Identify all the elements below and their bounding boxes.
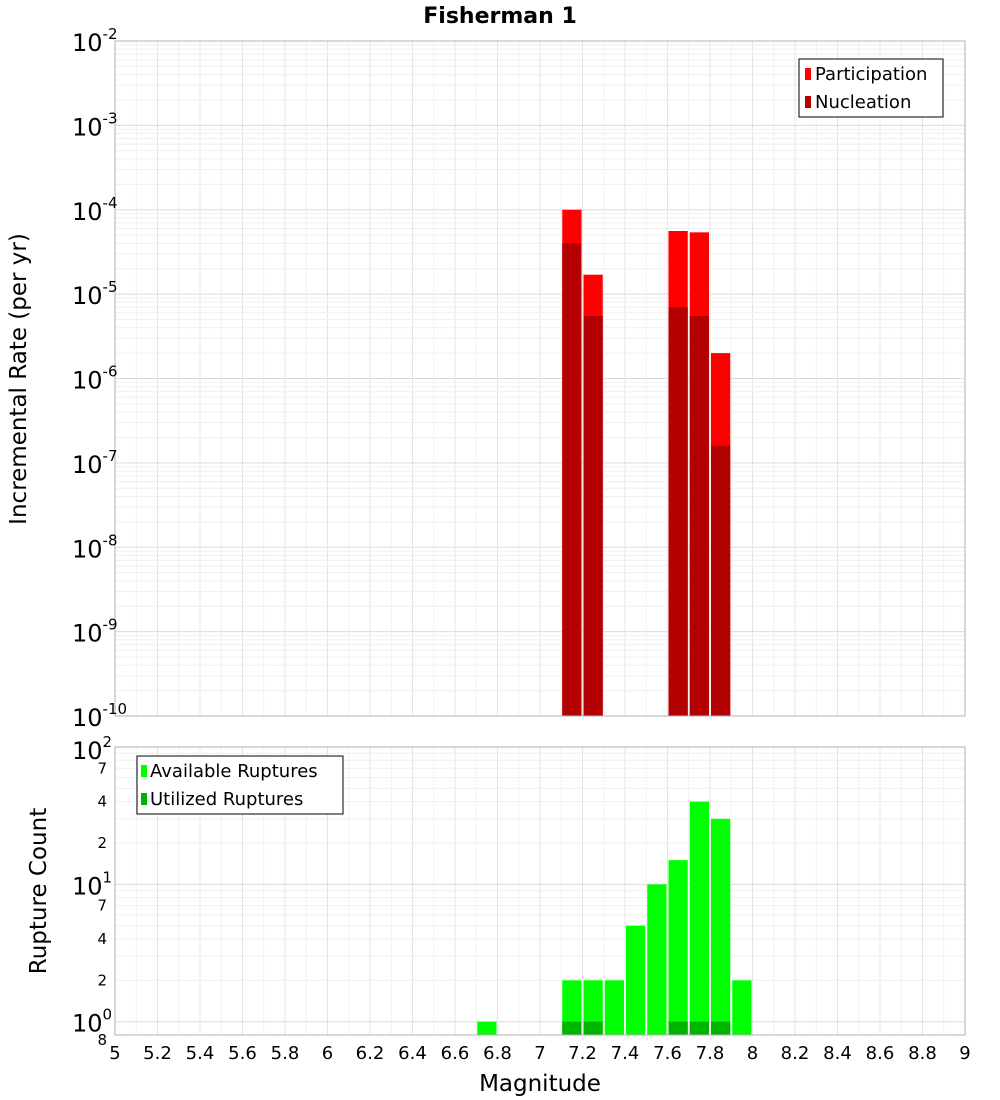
x-tick-label: 7.4 xyxy=(611,1043,640,1064)
bottom-y-minor-tick-label: 7 xyxy=(97,759,107,777)
chart-title: Fisherman 1 xyxy=(423,4,577,29)
x-tick-label: 6.6 xyxy=(441,1043,470,1064)
available-ruptures-bar xyxy=(711,819,730,1035)
bottom-legend: Available Ruptures Utilized Ruptures xyxy=(137,756,343,814)
x-tick-label: 8 xyxy=(747,1043,758,1064)
x-tick-label: 6.8 xyxy=(483,1043,512,1064)
bottom-y-minor-tick-label: 8 xyxy=(97,1031,107,1049)
x-tick-label: 7.8 xyxy=(696,1043,725,1064)
x-tick-label: 5.2 xyxy=(143,1043,172,1064)
x-tick-label: 7.6 xyxy=(653,1043,682,1064)
bottom-legend-swatch xyxy=(141,765,147,777)
x-tick-label: 8.4 xyxy=(823,1043,852,1064)
x-tick-label: 5 xyxy=(109,1043,120,1064)
x-tick-label: 5.8 xyxy=(271,1043,300,1064)
x-tick-label: 6.2 xyxy=(356,1043,385,1064)
utilized-ruptures-bar xyxy=(690,1022,709,1035)
x-tick-label: 5.4 xyxy=(186,1043,215,1064)
available-ruptures-bar xyxy=(605,980,624,1035)
available-ruptures-bar xyxy=(647,884,666,1035)
x-tick-label: 6.4 xyxy=(398,1043,427,1064)
available-ruptures-bar xyxy=(690,802,709,1035)
bottom-legend-label: Available Ruptures xyxy=(150,761,318,782)
nucleation-bar xyxy=(562,243,581,716)
bottom-y-minor-tick-label: 4 xyxy=(97,793,107,811)
top-legend: Participation Nucleation xyxy=(799,59,943,117)
utilized-ruptures-bar xyxy=(669,1022,688,1035)
available-ruptures-bar xyxy=(626,926,645,1035)
bottom-y-minor-tick-label: 7 xyxy=(97,897,107,915)
bottom-y-minor-tick-label: 4 xyxy=(97,930,107,948)
x-tick-label: 5.6 xyxy=(228,1043,257,1064)
x-tick-label: 8.8 xyxy=(908,1043,937,1064)
bottom-legend-label: Utilized Ruptures xyxy=(150,789,303,810)
nucleation-bar xyxy=(690,316,709,716)
utilized-ruptures-bar xyxy=(562,1022,581,1035)
available-ruptures-bar xyxy=(477,1022,496,1035)
available-ruptures-bar xyxy=(669,860,688,1035)
available-ruptures-bar xyxy=(732,980,751,1035)
bottom-y-minor-tick-label: 2 xyxy=(97,834,107,852)
utilized-ruptures-bar xyxy=(711,1022,730,1035)
top-legend-swatch xyxy=(805,96,811,108)
x-axis-label: Magnitude xyxy=(479,1071,601,1097)
top-legend-label: Participation xyxy=(815,64,927,85)
top-y-axis-label: Incremental Rate (per yr) xyxy=(6,233,32,525)
top-legend-swatch xyxy=(805,68,811,80)
nucleation-bar xyxy=(711,446,730,716)
bottom-y-minor-tick-label: 2 xyxy=(97,971,107,989)
bottom-legend-swatch xyxy=(141,793,147,805)
x-tick-label: 8.2 xyxy=(781,1043,810,1064)
x-tick-label: 7.2 xyxy=(568,1043,597,1064)
nucleation-bar xyxy=(584,316,603,716)
utilized-ruptures-bar xyxy=(584,1022,603,1035)
x-tick-label: 8.6 xyxy=(866,1043,895,1064)
bottom-y-axis-label: Rupture Count xyxy=(26,808,52,974)
nucleation-bar xyxy=(669,307,688,716)
x-tick-label: 6 xyxy=(322,1043,333,1064)
x-tick-label: 9 xyxy=(959,1043,970,1064)
x-tick-label: 7 xyxy=(534,1043,545,1064)
top-legend-label: Nucleation xyxy=(815,92,911,113)
